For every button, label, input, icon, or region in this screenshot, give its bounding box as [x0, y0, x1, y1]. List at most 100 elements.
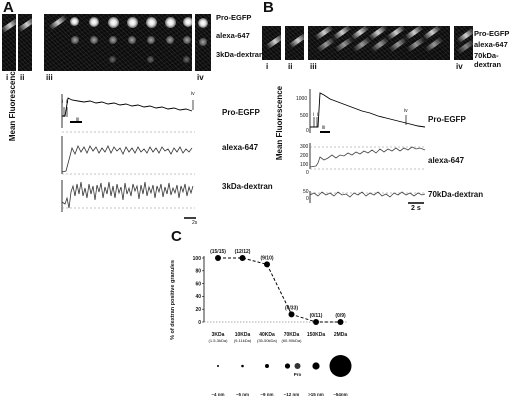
panel-b-tile-iii — [308, 26, 450, 60]
panel-a-tile-i — [2, 14, 16, 71]
panel-b-tick-egfp-0: 0 — [306, 128, 309, 134]
panel-c-point-4 — [313, 319, 319, 325]
panel-a-trace-egfp — [62, 97, 193, 117]
panel-a-row-label-1: Pro-EGFP — [216, 13, 252, 22]
panel-c-point-1 — [239, 255, 246, 261]
panel-b-row-label-2: alexa-647 — [474, 40, 508, 49]
panel-c-subcategory-3: (60-90kDa) — [281, 338, 302, 343]
panel-a-roman-i: i — [6, 73, 9, 82]
panel-b-roman-iv: iv — [456, 62, 463, 71]
panel-b-tile-i — [262, 26, 281, 60]
panel-b-roman-ii: ii — [288, 62, 293, 71]
panel-a-tile-iii — [44, 14, 192, 71]
panel-c-ytick-label-0: 0 — [198, 320, 201, 326]
panel-b-tick-dextran-50: 50 — [303, 189, 309, 195]
panel-a-roman-iv: iv — [197, 73, 204, 82]
panel-c-ytick-label-2: 40 — [195, 294, 201, 300]
panel-b-roman-iii: iii — [310, 62, 317, 71]
panel-c-chart: 0 20 40 60 80 100 (15/15) (12/12) (9/10) (4/33) (0… — [193, 249, 352, 397]
panel-b-row-label-1: Pro-EGFP — [474, 29, 510, 38]
panel-a-letter: A — [3, 0, 14, 16]
panel-a-trace-label-2: alexa-647 — [222, 143, 259, 152]
panel-c-pro-label: Pro — [294, 372, 302, 377]
panel-c-point-label-4: (0/11) — [310, 313, 323, 319]
panel-b-traces — [309, 89, 426, 204]
panel-b-trace-label-1: Pro-EGFP — [428, 115, 466, 124]
panel-c-category-3: 70KDa — [284, 332, 300, 338]
panel-c-size-circle-0 — [217, 365, 219, 367]
panel-c-point-label-3: (4/33) — [285, 305, 298, 311]
panel-b-trace-label-3: 70kDa-dextran — [428, 190, 484, 199]
panel-c-subcategory-0: (1.5-3kDa) — [209, 338, 229, 343]
panel-c-subcategory-1: (9-11kDa) — [234, 338, 252, 343]
panel-a-row-label-3: 3kDa-dextran — [216, 50, 264, 59]
panel-c-point-label-1: (12/12) — [235, 249, 251, 255]
panel-b-roman-i: i — [266, 62, 269, 71]
panel-c-ytick-label-3: 60 — [195, 281, 201, 287]
panel-b-marker-i: i — [313, 112, 315, 118]
panel-a-row-label-2: alexa-647 — [216, 31, 250, 40]
panel-c-letter: C — [171, 228, 182, 245]
panel-c-category-5: 2MDa — [334, 332, 348, 338]
panel-c-size-label-0: ~4 nm — [211, 392, 224, 397]
panel-c-category-1: 10KDa — [235, 332, 251, 338]
panel-c-size-label-4: >15 nm — [308, 392, 324, 397]
panel-c-point-label-0: (15/15) — [210, 249, 226, 255]
panel-b-ylabel-text: Mean Fluorescence — [275, 85, 284, 161]
panel-c-size-circle-4 — [312, 362, 320, 370]
panel-a-tile-ii — [18, 14, 32, 71]
panel-c-point-label-2: (9/10) — [260, 255, 273, 261]
panel-b-marker-ii: ii — [317, 112, 320, 118]
panel-a-ylabel-text: Mean Fluorescence — [8, 66, 17, 142]
panel-b-tick-egfp-1000: 1000 — [296, 96, 308, 102]
panel-a-marker-iv: iv — [191, 91, 195, 97]
panel-c-point-5 — [337, 319, 344, 325]
panel-b-tick-alexa-200: 200 — [300, 153, 309, 159]
panel-b-tile-ii — [285, 26, 304, 60]
panel-c-ytick-label-4: 80 — [195, 269, 201, 275]
panel-b-trace-dextran — [309, 191, 426, 198]
panel-c-ytick-label-1: 20 — [195, 307, 201, 313]
panel-b-row-label-3: 70kDa-dextran — [474, 51, 502, 69]
panel-b-letter: B — [263, 0, 274, 16]
panel-c-category-2: 40KDa — [259, 332, 275, 338]
panel-a-trace-dextran — [61, 181, 194, 209]
panel-c-size-label-2: ~9 nm — [260, 392, 273, 397]
panel-c-ylabel: % of dextran positive granules — [170, 250, 176, 350]
panel-a-marker-i: i — [62, 99, 64, 105]
panel-c-size-circle-2 — [265, 364, 269, 368]
panel-c-series-line — [218, 257, 341, 323]
panel-a-scalebar-label: 2s — [192, 220, 198, 226]
panel-c-category-4: 150KDa — [307, 332, 326, 338]
panel-b-tick-dextran-0: 0 — [306, 196, 309, 202]
panel-c-point-0 — [215, 255, 221, 261]
panel-c-size-circle-3 — [284, 363, 291, 369]
panel-c-point-3 — [288, 311, 295, 318]
panel-c-category-0: 3KDa — [212, 332, 225, 338]
panel-b-tile-iv — [454, 26, 473, 60]
panel-b-ylabel: Mean Fluorescence — [275, 68, 284, 178]
panel-b-trace-alexa — [309, 146, 426, 168]
panel-c-point-2 — [264, 261, 270, 268]
panel-c-pro-circle — [294, 363, 301, 369]
panel-c-ytick-label-5: 100 — [193, 256, 202, 262]
panel-b-tick-alexa-300: 300 — [300, 144, 309, 150]
panel-c-size-label-5: ~54nm — [333, 392, 347, 397]
panel-c-ylabel-text: % of dextran positive granules — [170, 260, 176, 340]
panel-a-tile-iv — [195, 14, 211, 71]
panel-a-ylabel: Mean Fluorescence — [8, 56, 17, 152]
panel-c-size-circle-5 — [329, 355, 352, 377]
panel-b-scalebar-label: 2 s — [411, 205, 421, 212]
panel-b-trace-label-2: alexa-647 — [428, 156, 465, 165]
panel-a-roman-ii: ii — [20, 73, 25, 82]
panel-b-tick-alexa-100: 100 — [300, 162, 309, 168]
panel-a-trace-label-1: Pro-EGFP — [222, 108, 260, 117]
panel-a-marker-iii: iii — [76, 117, 80, 123]
panel-c-size-label-1: ~5 nm — [236, 392, 249, 397]
panel-a-traces — [61, 94, 196, 219]
panel-b-marker-iii: iii — [322, 125, 326, 131]
panel-a-trace-alexa — [61, 145, 193, 173]
panel-c-subcategory-2: (35-50kDa) — [257, 338, 278, 343]
panel-b-tick-egfp-500: 500 — [300, 113, 309, 119]
panel-b-trace-egfp — [310, 92, 426, 128]
